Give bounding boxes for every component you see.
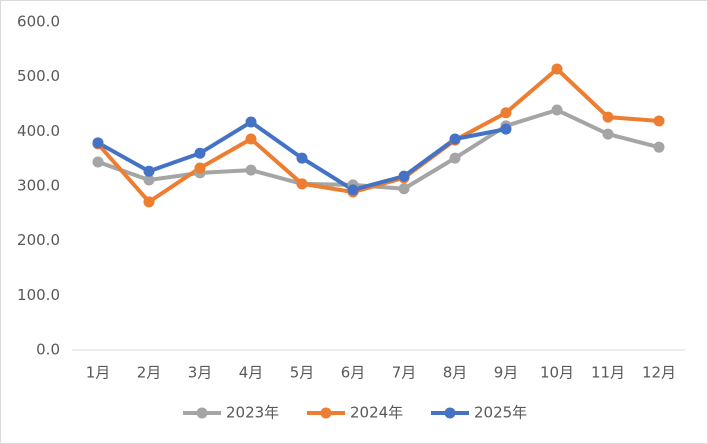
legend-label: 2023年 xyxy=(226,404,279,422)
x-tick-label: 10月 xyxy=(540,364,574,382)
point xyxy=(500,107,512,119)
legend-marker xyxy=(196,407,208,419)
point xyxy=(551,104,563,116)
legend-marker xyxy=(444,407,456,419)
y-tick-label: 100.0 xyxy=(17,286,60,304)
point xyxy=(296,178,308,190)
point xyxy=(602,128,614,140)
y-tick-label: 600.0 xyxy=(17,13,60,31)
point xyxy=(143,165,155,177)
point xyxy=(653,141,665,153)
point xyxy=(449,152,461,164)
point xyxy=(245,164,257,176)
point xyxy=(653,115,665,127)
x-tick-label: 9月 xyxy=(494,364,519,382)
x-tick-label: 2月 xyxy=(137,364,162,382)
legend-label: 2024年 xyxy=(350,404,403,422)
x-tick-label: 6月 xyxy=(341,364,366,382)
y-tick-label: 400.0 xyxy=(17,122,60,140)
point xyxy=(449,133,461,145)
point xyxy=(398,170,410,182)
point xyxy=(92,156,104,168)
point xyxy=(347,184,359,196)
point xyxy=(194,162,206,174)
y-tick-label: 0.0 xyxy=(36,341,60,359)
point xyxy=(245,133,257,145)
point xyxy=(92,137,104,149)
x-tick-label: 4月 xyxy=(239,364,264,382)
legend-marker xyxy=(320,407,332,419)
point xyxy=(143,196,155,208)
y-tick-label: 200.0 xyxy=(17,231,60,249)
x-tick-label: 3月 xyxy=(188,364,213,382)
point xyxy=(602,111,614,123)
point xyxy=(194,147,206,159)
point xyxy=(245,116,257,128)
x-tick-label: 1月 xyxy=(86,364,111,382)
y-tick-label: 300.0 xyxy=(17,177,60,195)
point xyxy=(551,63,563,75)
x-tick-label: 11月 xyxy=(591,364,625,382)
x-tick-label: 5月 xyxy=(290,364,315,382)
x-tick-label: 7月 xyxy=(392,364,417,382)
legend-label: 2025年 xyxy=(474,404,527,422)
x-tick-label: 12月 xyxy=(642,364,676,382)
point xyxy=(398,183,410,195)
x-tick-label: 8月 xyxy=(443,364,468,382)
point xyxy=(500,123,512,135)
point xyxy=(143,174,155,186)
y-tick-label: 500.0 xyxy=(17,67,60,85)
point xyxy=(296,152,308,164)
